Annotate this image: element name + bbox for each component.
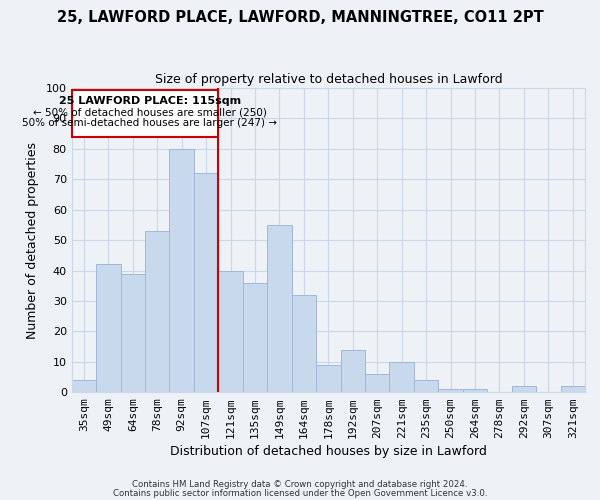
Bar bbox=[121, 274, 145, 392]
Title: Size of property relative to detached houses in Lawford: Size of property relative to detached ho… bbox=[155, 72, 502, 86]
Bar bbox=[169, 149, 194, 392]
Bar bbox=[243, 282, 267, 392]
X-axis label: Distribution of detached houses by size in Lawford: Distribution of detached houses by size … bbox=[170, 444, 487, 458]
Bar bbox=[194, 173, 218, 392]
Bar bbox=[463, 389, 487, 392]
Bar bbox=[341, 350, 365, 392]
Text: 25 LAWFORD PLACE: 115sqm: 25 LAWFORD PLACE: 115sqm bbox=[59, 96, 241, 106]
Bar bbox=[389, 362, 414, 392]
Bar bbox=[512, 386, 536, 392]
Bar bbox=[439, 389, 463, 392]
Bar bbox=[145, 231, 169, 392]
Y-axis label: Number of detached properties: Number of detached properties bbox=[26, 142, 39, 338]
Bar bbox=[560, 386, 585, 392]
Bar bbox=[96, 264, 121, 392]
Text: ← 50% of detached houses are smaller (250): ← 50% of detached houses are smaller (25… bbox=[33, 108, 267, 118]
Bar bbox=[267, 225, 292, 392]
Text: Contains public sector information licensed under the Open Government Licence v3: Contains public sector information licen… bbox=[113, 489, 487, 498]
Bar bbox=[365, 374, 389, 392]
Bar bbox=[414, 380, 439, 392]
Bar bbox=[292, 295, 316, 392]
Text: 25, LAWFORD PLACE, LAWFORD, MANNINGTREE, CO11 2PT: 25, LAWFORD PLACE, LAWFORD, MANNINGTREE,… bbox=[56, 10, 544, 25]
Bar bbox=[316, 365, 341, 392]
Bar bbox=[218, 270, 243, 392]
Bar bbox=[71, 380, 96, 392]
Text: Contains HM Land Registry data © Crown copyright and database right 2024.: Contains HM Land Registry data © Crown c… bbox=[132, 480, 468, 489]
FancyBboxPatch shape bbox=[72, 90, 218, 136]
Text: 50% of semi-detached houses are larger (247) →: 50% of semi-detached houses are larger (… bbox=[22, 118, 277, 128]
